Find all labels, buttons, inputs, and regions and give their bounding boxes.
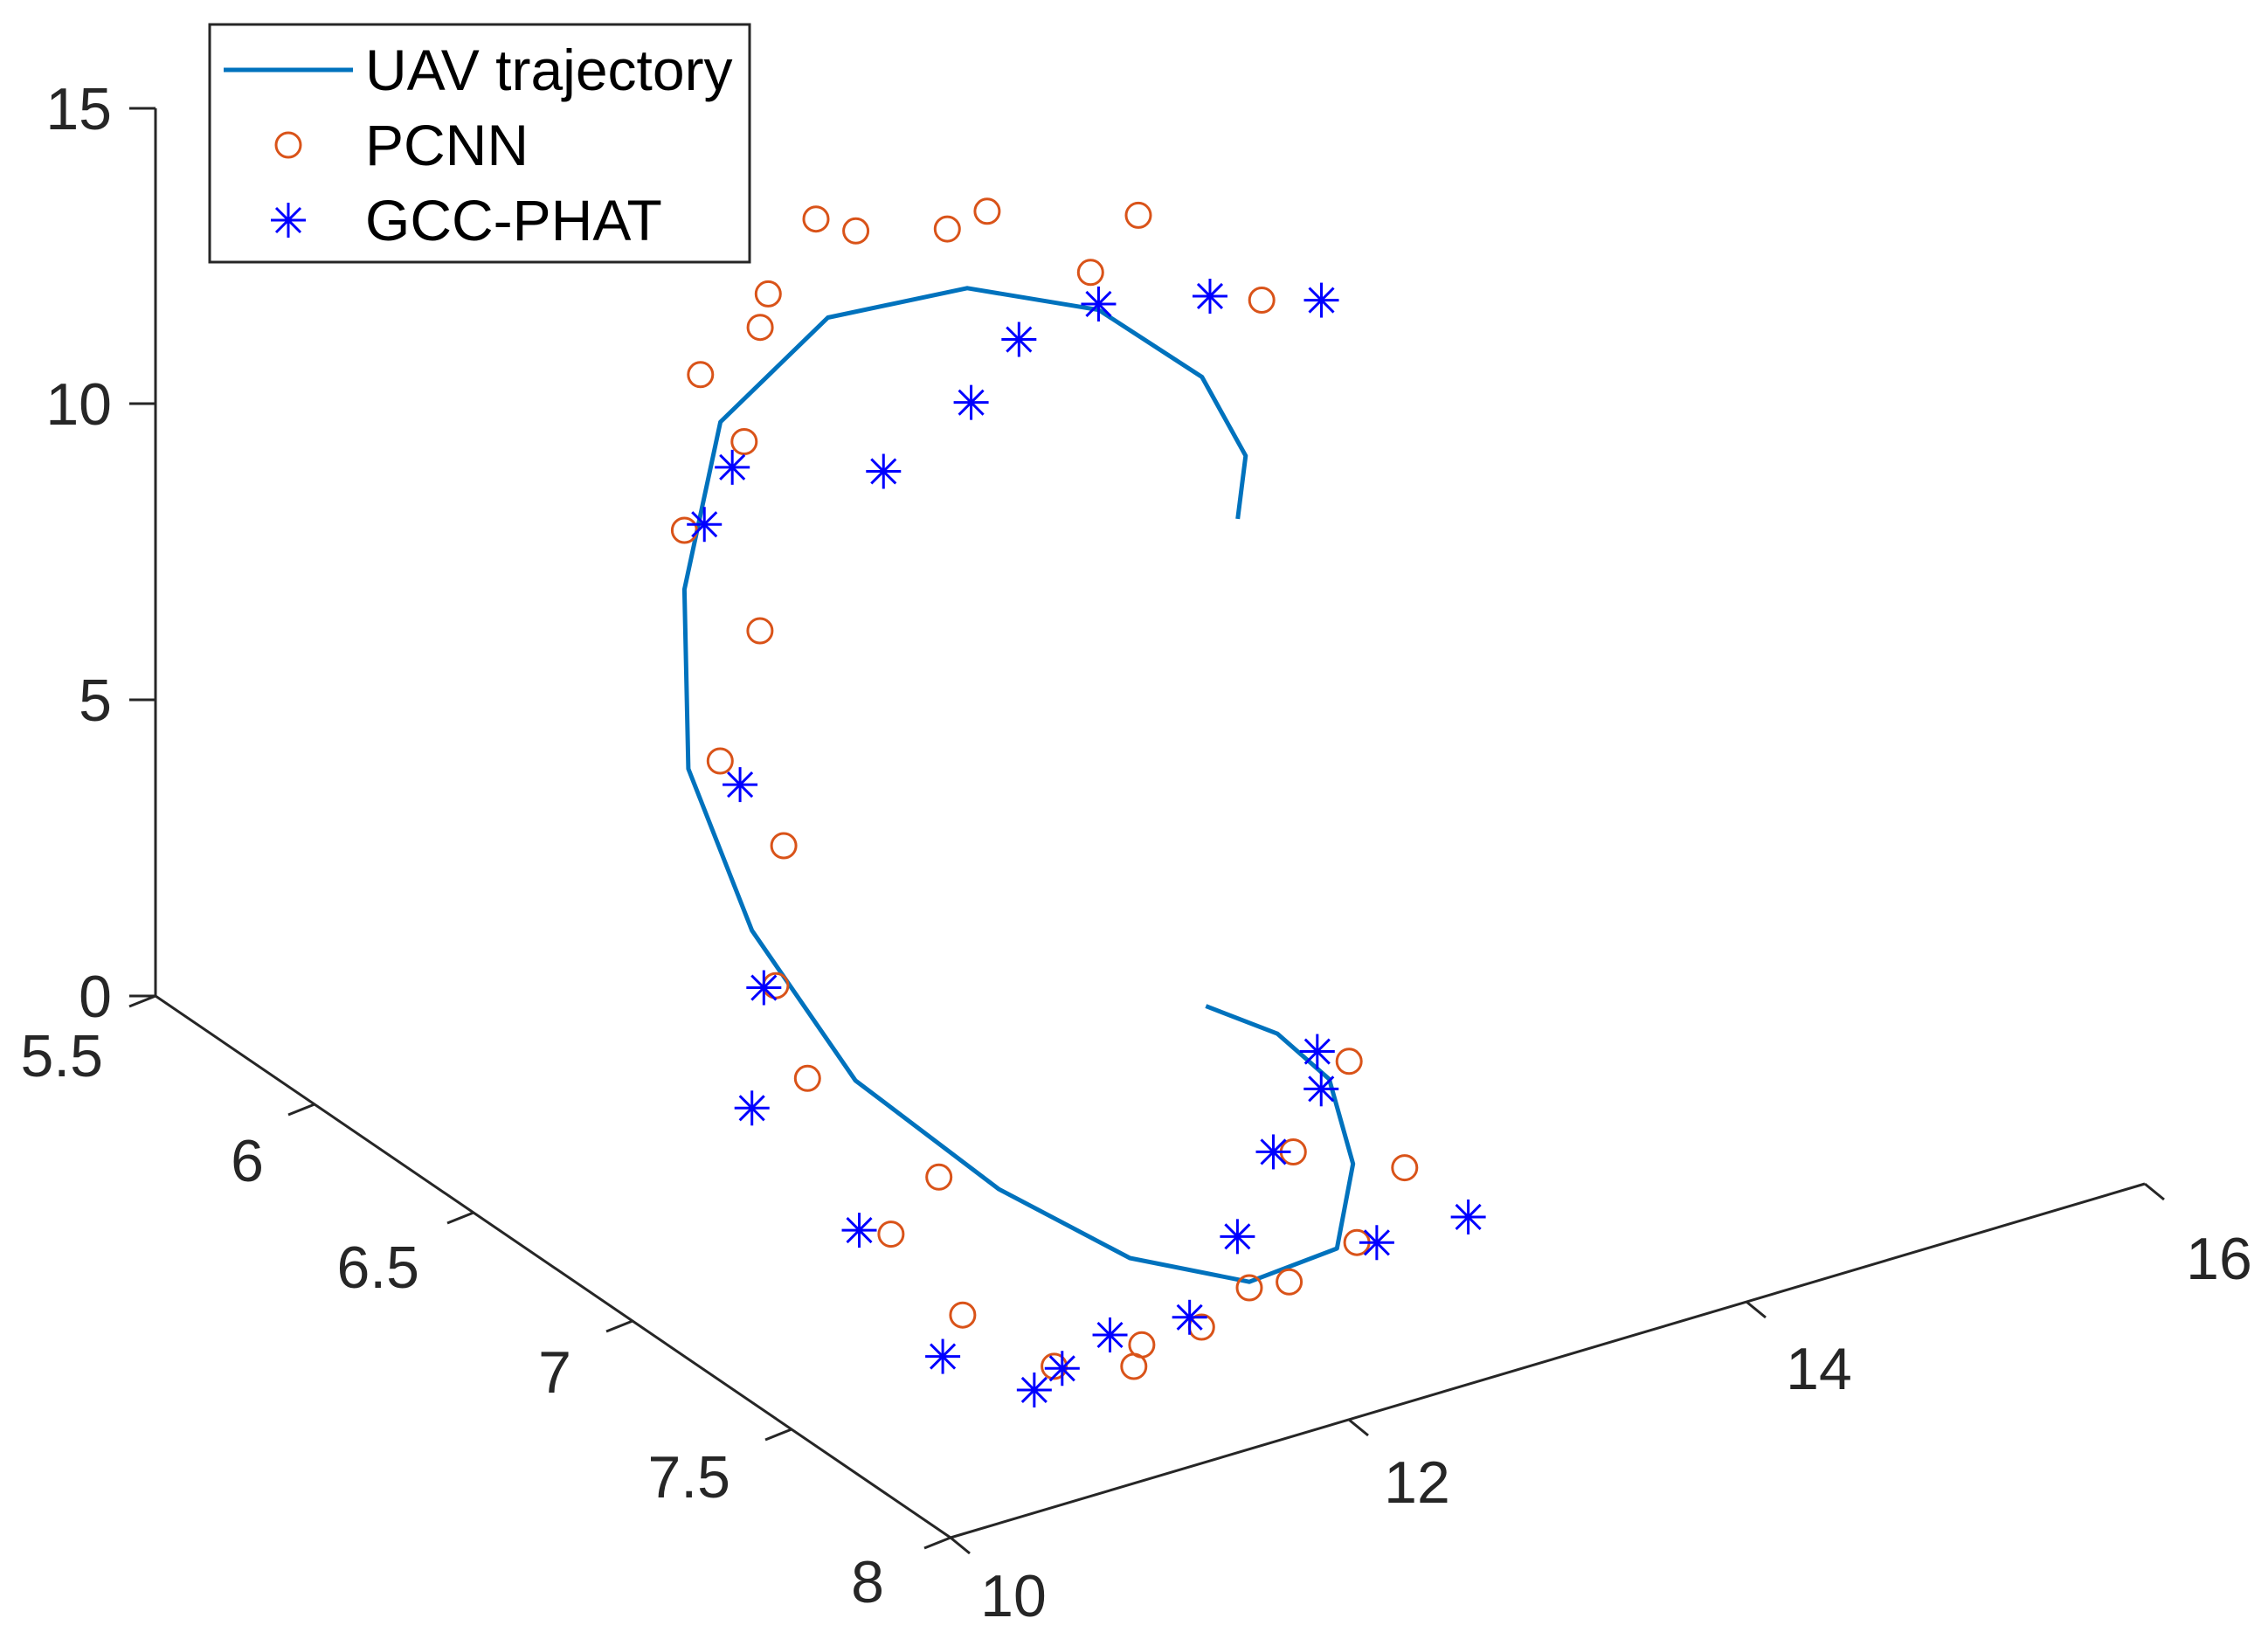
gcc-phat-point [1172, 1299, 1207, 1335]
pcnn-point [1335, 1048, 1363, 1075]
y-tick [764, 1428, 792, 1442]
pcnn-point [1128, 1331, 1156, 1359]
x-axis-line [950, 1182, 2146, 1539]
gcc-phat-point [1092, 1317, 1128, 1352]
y-tick [923, 1536, 951, 1550]
z-tick-label: 0 [79, 964, 112, 1030]
legend-circle-swatch [274, 131, 302, 159]
gcc-phat-point [1359, 1225, 1394, 1261]
tick-labels: 15 10 5 0 5.5 6 6.5 7 7.5 8 10 12 14 16 [20, 76, 2251, 1629]
x-tick [950, 1536, 971, 1555]
z-tick-label: 10 [45, 371, 112, 438]
gcc-phat-point [1081, 286, 1117, 322]
pcnn-point [746, 314, 774, 342]
z-tick-label: 15 [45, 76, 112, 142]
gcc-phat-point [1001, 322, 1037, 357]
y-tick-label: 6.5 [336, 1234, 419, 1301]
pcnn-point [754, 280, 782, 308]
x-tick-label: 12 [1384, 1449, 1450, 1516]
legend-label-pcnn: PCNN [365, 113, 529, 177]
gcc-phat-point [1299, 1034, 1335, 1069]
x-tick-label: 14 [1786, 1336, 1852, 1402]
gcc-phat-point [746, 970, 782, 1006]
axes [129, 107, 2146, 1539]
gcc-phat-point [723, 767, 758, 803]
gcc-phat-point [1016, 1372, 1052, 1407]
pcnn-point [1076, 259, 1104, 287]
y-tick [128, 994, 156, 1008]
y-axis-line [155, 994, 951, 1539]
pcnn-point [949, 1301, 977, 1329]
pcnn-point [973, 197, 1001, 225]
x-tick-label: 10 [980, 1563, 1047, 1629]
y-tick-label: 5.5 [20, 1023, 103, 1089]
gcc-phat-series [631, 44, 1486, 1407]
pcnn-point [842, 217, 870, 245]
pcnn-point [1041, 1352, 1068, 1380]
y-tick-label: 7 [538, 1339, 571, 1406]
z-tick-label: 5 [79, 667, 112, 734]
gcc-phat-point [734, 1090, 770, 1126]
x-tick [1746, 1300, 1767, 1319]
gcc-phat-point [841, 1213, 877, 1248]
pcnn-point [925, 1163, 953, 1191]
x-tick [1348, 1418, 1369, 1437]
gcc-phat-point [1303, 1071, 1339, 1107]
x-tick [2144, 1182, 2165, 1201]
pcnn-point [1124, 201, 1152, 229]
pcnn-point [770, 832, 798, 860]
pcnn-point [1391, 1154, 1419, 1182]
pcnn-point [793, 1064, 821, 1092]
pcnn-point [1248, 287, 1276, 314]
gcc-phat-point [715, 449, 750, 485]
gcc-phat-point [687, 507, 723, 543]
gcc-phat-point [1044, 1351, 1080, 1387]
pcnn-point [1276, 1268, 1303, 1296]
y-tick [287, 1103, 315, 1117]
gcc-phat-point [1255, 1134, 1291, 1170]
y-tick [446, 1211, 474, 1225]
y-tick-label: 7.5 [647, 1444, 730, 1511]
legend-label-trajectory: UAV trajectory [365, 38, 733, 102]
pcnn-point [933, 215, 961, 243]
trajectory-series [681, 286, 1356, 1284]
y-tick-label: 8 [851, 1549, 884, 1615]
gcc-phat-point [1220, 1219, 1255, 1255]
gcc-phat-point [866, 453, 902, 489]
gcc-phat-point [1192, 278, 1227, 314]
pcnn-point [802, 205, 830, 233]
pcnn-series [670, 197, 1419, 1380]
pcnn-point [1235, 1274, 1263, 1302]
pcnn-point [730, 428, 758, 455]
gcc-phat-point [1303, 282, 1339, 318]
gcc-phat-point [1450, 1199, 1486, 1234]
gcc-phat-point [925, 1338, 961, 1374]
pcnn-point [706, 747, 734, 775]
y-tick-label: 6 [231, 1128, 264, 1194]
x-tick-label: 16 [2186, 1226, 2252, 1292]
gcc-phat-point [953, 384, 989, 420]
legend: UAV trajectory PCNN GCC-PHAT [208, 23, 751, 264]
legend-asterisk-swatch [271, 203, 306, 238]
pcnn-point [746, 617, 774, 645]
legend-label-gcc-phat: GCC-PHAT [365, 188, 662, 252]
pcnn-point [877, 1221, 905, 1248]
y-tick [605, 1319, 633, 1333]
uav-trajectory-line [681, 286, 1356, 1284]
pcnn-point [687, 361, 715, 389]
ticks [128, 107, 2165, 1555]
pcnn-point [670, 516, 698, 544]
